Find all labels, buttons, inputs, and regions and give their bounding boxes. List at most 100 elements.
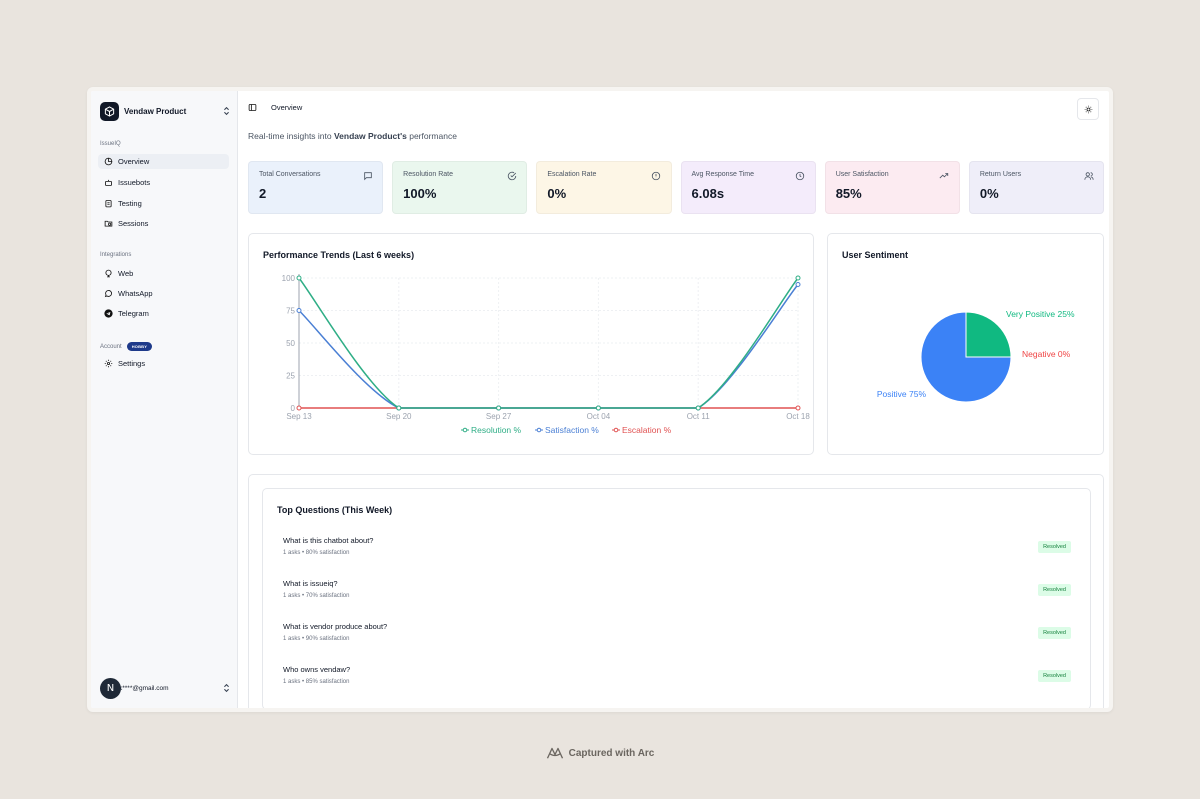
y-tick-label: 0 [291,404,296,413]
workspace-switcher[interactable]: Vendaw Product [100,100,230,122]
stat-cards: Total Conversations 2 Resolution Rate 10… [248,161,1105,214]
legend-label: Resolution % [471,425,522,435]
sidebar-item-telegram[interactable]: Telegram [98,306,229,321]
app-window: Vendaw Product IssueIQ Overview Issuebot… [87,87,1113,712]
sidebar-item-label: Telegram [118,309,149,318]
sidebar-item-overview[interactable]: Overview [98,154,229,169]
section-label-issueiq: IssueIQ [100,141,121,147]
sidebar-item-label: WhatsApp [118,289,153,298]
stat-card-return-users: Return Users 0% [968,161,1105,214]
user-menu[interactable]: N k****@gmail.com [100,677,230,699]
pie-slice [920,311,1012,403]
subtitle-prefix: Real-time insights into [248,131,334,141]
legend-item: Resolution % [461,425,522,435]
status-badge: Resolved [1038,627,1071,639]
sidebar-item-web[interactable]: Web [98,266,229,281]
y-tick-label: 100 [282,274,296,283]
sidebar-item-whatsapp[interactable]: WhatsApp [98,286,229,301]
question-meta: 1 asks • 80% satisfaction [283,550,350,556]
x-tick-label: Oct 04 [587,412,611,421]
theme-toggle-button[interactable] [1077,98,1099,120]
footer-text: Captured with Arc [568,747,655,759]
questions-title: Top Questions (This Week) [277,505,393,515]
y-tick-label: 75 [286,307,295,316]
legend-label: Escalation % [622,425,672,435]
legend-marker [462,427,468,433]
legend-label: Satisfaction % [545,425,599,435]
globe-icon [104,269,113,278]
data-point [595,405,601,411]
stat-card-resolution-rate: Resolution Rate 100% [392,161,528,214]
sidebar-item-label: Issuebots [118,178,151,187]
sun-icon [1084,105,1093,114]
telegram-icon [104,309,113,318]
question-text: Who owns vendaw? [283,665,351,674]
slice-label: Very Positive 25% [1006,309,1075,319]
data-point [795,282,801,287]
whatsapp-icon [104,289,113,298]
box-logo-icon [100,101,119,121]
top-questions-card: Top Questions (This Week) What is this c… [262,488,1091,708]
stat-value: 85% [835,186,862,201]
sidebar-item-testing[interactable]: Testing [98,196,229,211]
sidebar-item-label: Sessions [118,219,149,228]
question-text: What is vendor produce about? [283,622,388,631]
question-text: What is this chatbot about? [283,536,374,545]
series-line [298,284,799,409]
stat-label: Avg Response Time [691,171,755,178]
workspace-name: Vendaw Product [124,106,187,116]
status-badge: Resolved [1038,541,1071,553]
question-item[interactable]: What is vendor produce about? 1 asks • 9… [283,622,1071,652]
stat-value: 6.08s [691,186,725,201]
x-tick-label: Oct 18 [786,412,810,421]
stat-value: 100% [403,186,437,201]
sidebar-toggle-icon[interactable] [248,103,257,112]
stat-value: 0% [979,186,999,201]
plan-badge: HOBBY [126,342,153,351]
arc-logo-icon [546,746,564,760]
question-meta: 1 asks • 70% satisfaction [283,593,350,599]
question-item[interactable]: What is this chatbot about? 1 asks • 80%… [283,536,1071,566]
data-point [296,405,302,411]
question-item[interactable]: Who owns vendaw? 1 asks • 85% satisfacti… [283,665,1071,695]
legend-marker [536,427,542,433]
slice-label: Negative 0% [1022,349,1071,359]
question-meta: 1 asks • 85% satisfaction [283,679,350,685]
page-subtitle: Real-time insights into Vendaw Product's… [248,131,457,141]
main-content: Overview Real-time insights into Vendaw … [238,91,1109,708]
pie-chart-icon [104,157,113,166]
sidebar: Vendaw Product IssueIQ Overview Issuebot… [91,91,238,708]
data-point [396,405,402,411]
top-questions-outer-card: Top Questions (This Week) What is this c… [248,474,1104,708]
chart-title: Performance Trends (Last 6 weeks) [263,250,415,260]
stat-label: Escalation Rate [547,171,597,178]
breadcrumb: Overview [271,103,303,112]
y-tick-label: 25 [286,372,295,381]
avatar: N [100,677,121,699]
legend-item: Escalation % [612,425,672,435]
data-point [496,405,502,411]
sidebar-item-label: Testing [118,199,142,208]
question-item[interactable]: What is issueiq? 1 asks • 70% satisfacti… [283,579,1071,609]
topbar: Overview [248,103,302,112]
user-sentiment-card: User Sentiment Very Positive 25% Positive… [827,233,1104,455]
chevrons-updown-icon [222,683,230,693]
legend-marker [613,427,619,433]
clipboard-icon [104,199,113,208]
sidebar-item-settings[interactable]: Settings [98,356,229,371]
question-meta: 1 asks • 90% satisfaction [283,636,350,642]
sidebar-item-label: Settings [118,359,146,368]
x-tick-label: Sep 13 [286,412,312,421]
data-point [795,405,801,411]
sidebar-item-issuebots[interactable]: Issuebots [98,175,229,190]
subtitle-suffix: performance [406,131,457,141]
stat-label: Return Users [979,171,1022,178]
section-account: Account HOBBY [100,342,153,351]
sidebar-item-label: Web [118,269,134,278]
user-email: k****@gmail.com [119,684,169,692]
bot-icon [104,178,113,187]
chart-title: User Sentiment [842,250,909,260]
sidebar-item-sessions[interactable]: Sessions [98,216,229,231]
stat-value: 2 [259,186,267,201]
pie-slice [965,311,1012,358]
